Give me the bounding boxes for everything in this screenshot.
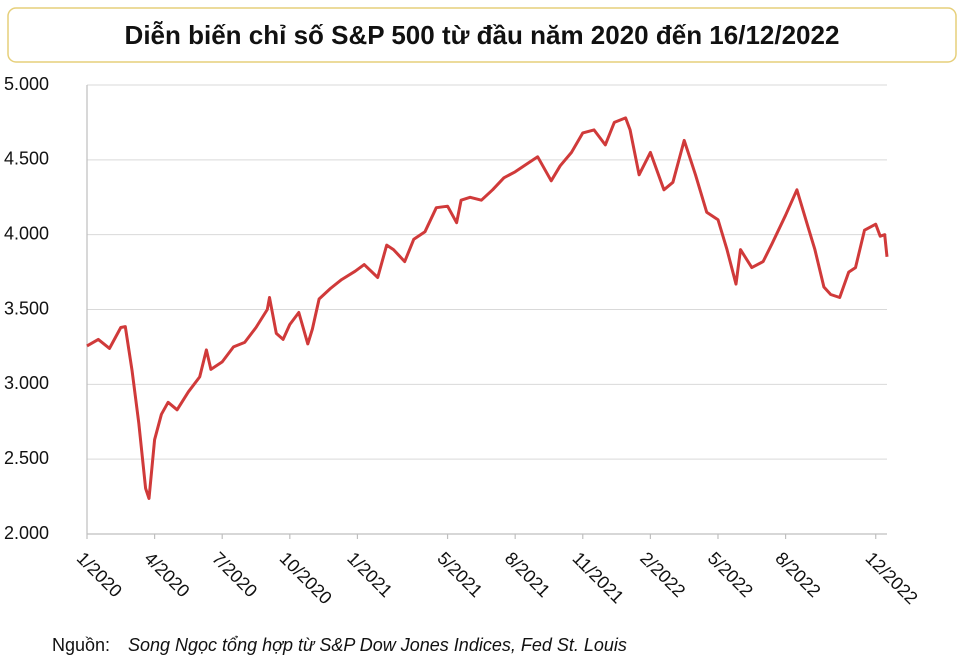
x-tick-label: 8/2021	[501, 548, 554, 601]
x-tick-label: 11/2021	[569, 548, 628, 607]
line-series	[86, 116, 889, 500]
source-label: Nguồn:	[52, 635, 110, 655]
x-tick-label: 2/2022	[636, 548, 689, 601]
y-tick-label: 3.500	[4, 298, 49, 318]
x-tick-label: 8/2022	[771, 548, 824, 601]
x-tick-label: 5/2021	[433, 548, 486, 601]
chart-title: Diễn biến chỉ số S&P 500 từ đầu năm 2020…	[125, 20, 840, 50]
y-tick-label: 5.000	[4, 74, 49, 94]
y-tick-label: 3.000	[4, 373, 49, 393]
title-box	[7, 7, 957, 63]
x-tick-label: 10/2020	[276, 548, 336, 608]
y-tick-label: 2.000	[4, 523, 49, 543]
x-tick-label: 4/2020	[140, 548, 193, 601]
x-tick-label: 5/2022	[704, 548, 757, 601]
x-tick-label: 7/2020	[208, 548, 261, 601]
x-tick-label: 1/2021	[343, 548, 396, 601]
y-tick-label: 2.500	[4, 448, 49, 468]
source: Song Ngọc tổng hợp từ S&P Dow Jones Indi…	[128, 635, 627, 655]
x-tick-label: 12/2022	[862, 548, 922, 608]
x-tick-label: 1/2020	[73, 548, 126, 601]
y-tick-label: 4.500	[4, 149, 49, 169]
y-tick-label: 4.000	[4, 223, 49, 243]
